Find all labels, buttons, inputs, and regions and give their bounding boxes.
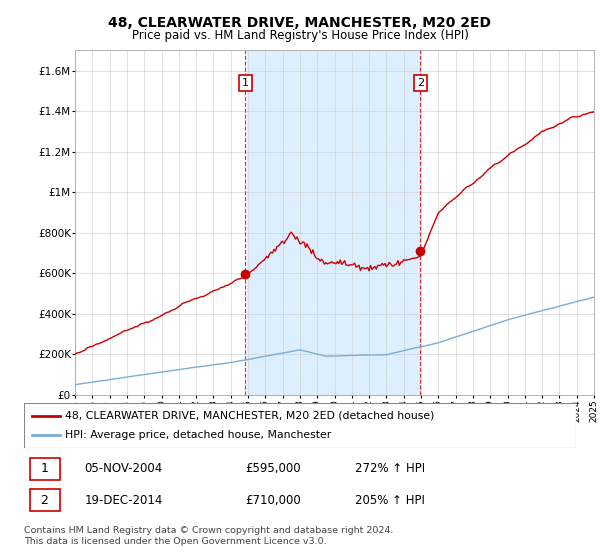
Text: Price paid vs. HM Land Registry's House Price Index (HPI): Price paid vs. HM Land Registry's House … <box>131 29 469 42</box>
FancyBboxPatch shape <box>29 458 60 480</box>
Text: 48, CLEARWATER DRIVE, MANCHESTER, M20 2ED: 48, CLEARWATER DRIVE, MANCHESTER, M20 2E… <box>109 16 491 30</box>
Text: Contains HM Land Registry data © Crown copyright and database right 2024.
This d: Contains HM Land Registry data © Crown c… <box>24 526 394 546</box>
Text: 2: 2 <box>40 494 49 507</box>
Text: 19-DEC-2014: 19-DEC-2014 <box>85 494 163 507</box>
Text: 48, CLEARWATER DRIVE, MANCHESTER, M20 2ED (detached house): 48, CLEARWATER DRIVE, MANCHESTER, M20 2E… <box>65 410 435 421</box>
Text: HPI: Average price, detached house, Manchester: HPI: Average price, detached house, Manc… <box>65 431 332 441</box>
Text: 1: 1 <box>242 78 249 88</box>
Text: 05-NOV-2004: 05-NOV-2004 <box>85 463 163 475</box>
Text: 205% ↑ HPI: 205% ↑ HPI <box>355 494 425 507</box>
FancyBboxPatch shape <box>29 489 60 511</box>
Text: £595,000: £595,000 <box>245 463 301 475</box>
FancyBboxPatch shape <box>24 403 576 448</box>
Text: 2: 2 <box>417 78 424 88</box>
Text: 1: 1 <box>40 463 49 475</box>
Text: £710,000: £710,000 <box>245 494 301 507</box>
Text: 272% ↑ HPI: 272% ↑ HPI <box>355 463 425 475</box>
